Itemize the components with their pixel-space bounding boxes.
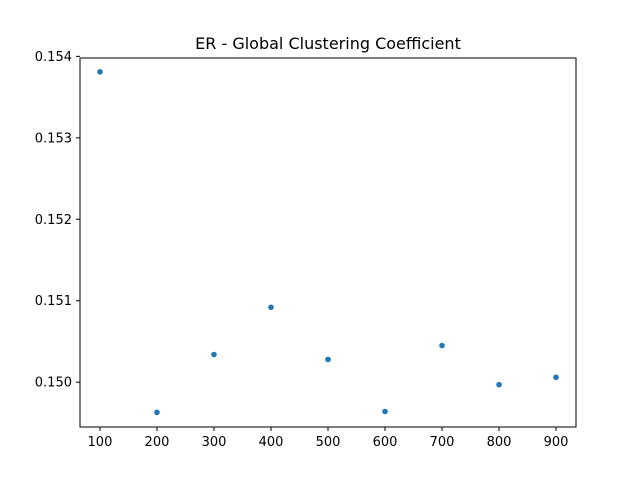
x-tick-label: 800 bbox=[487, 435, 512, 450]
y-tick-label: 0.152 bbox=[35, 213, 72, 228]
data-point bbox=[382, 408, 388, 415]
x-tick-label: 600 bbox=[373, 435, 398, 450]
x-tick-label: 400 bbox=[259, 435, 284, 450]
x-axis: 100 200 300 400 500 600 700 800 900 bbox=[88, 427, 569, 450]
data-point bbox=[211, 351, 217, 358]
y-tick-label: 0.153 bbox=[35, 131, 72, 146]
x-tick-label: 200 bbox=[145, 435, 170, 450]
data-point bbox=[97, 69, 103, 75]
x-tick-label: 700 bbox=[430, 435, 455, 450]
x-tick-label: 300 bbox=[202, 435, 227, 450]
y-axis: 0.150 0.151 0.152 0.153 0.154 bbox=[35, 50, 80, 391]
data-point bbox=[268, 304, 274, 311]
y-tick-label: 0.150 bbox=[35, 376, 72, 391]
data-points bbox=[97, 69, 559, 416]
chart-title: ER - Global Clustering Coefficient bbox=[195, 34, 461, 53]
data-point bbox=[439, 342, 445, 349]
x-tick-label: 100 bbox=[88, 435, 113, 450]
data-point bbox=[154, 409, 160, 416]
y-tick-label: 0.154 bbox=[35, 50, 72, 65]
data-point bbox=[553, 374, 559, 381]
axes-frame bbox=[79, 57, 577, 428]
y-tick-label: 0.151 bbox=[35, 294, 72, 309]
x-tick-label: 900 bbox=[544, 435, 569, 450]
data-point bbox=[496, 381, 502, 388]
data-point bbox=[325, 356, 331, 363]
x-tick-label: 500 bbox=[316, 435, 341, 450]
